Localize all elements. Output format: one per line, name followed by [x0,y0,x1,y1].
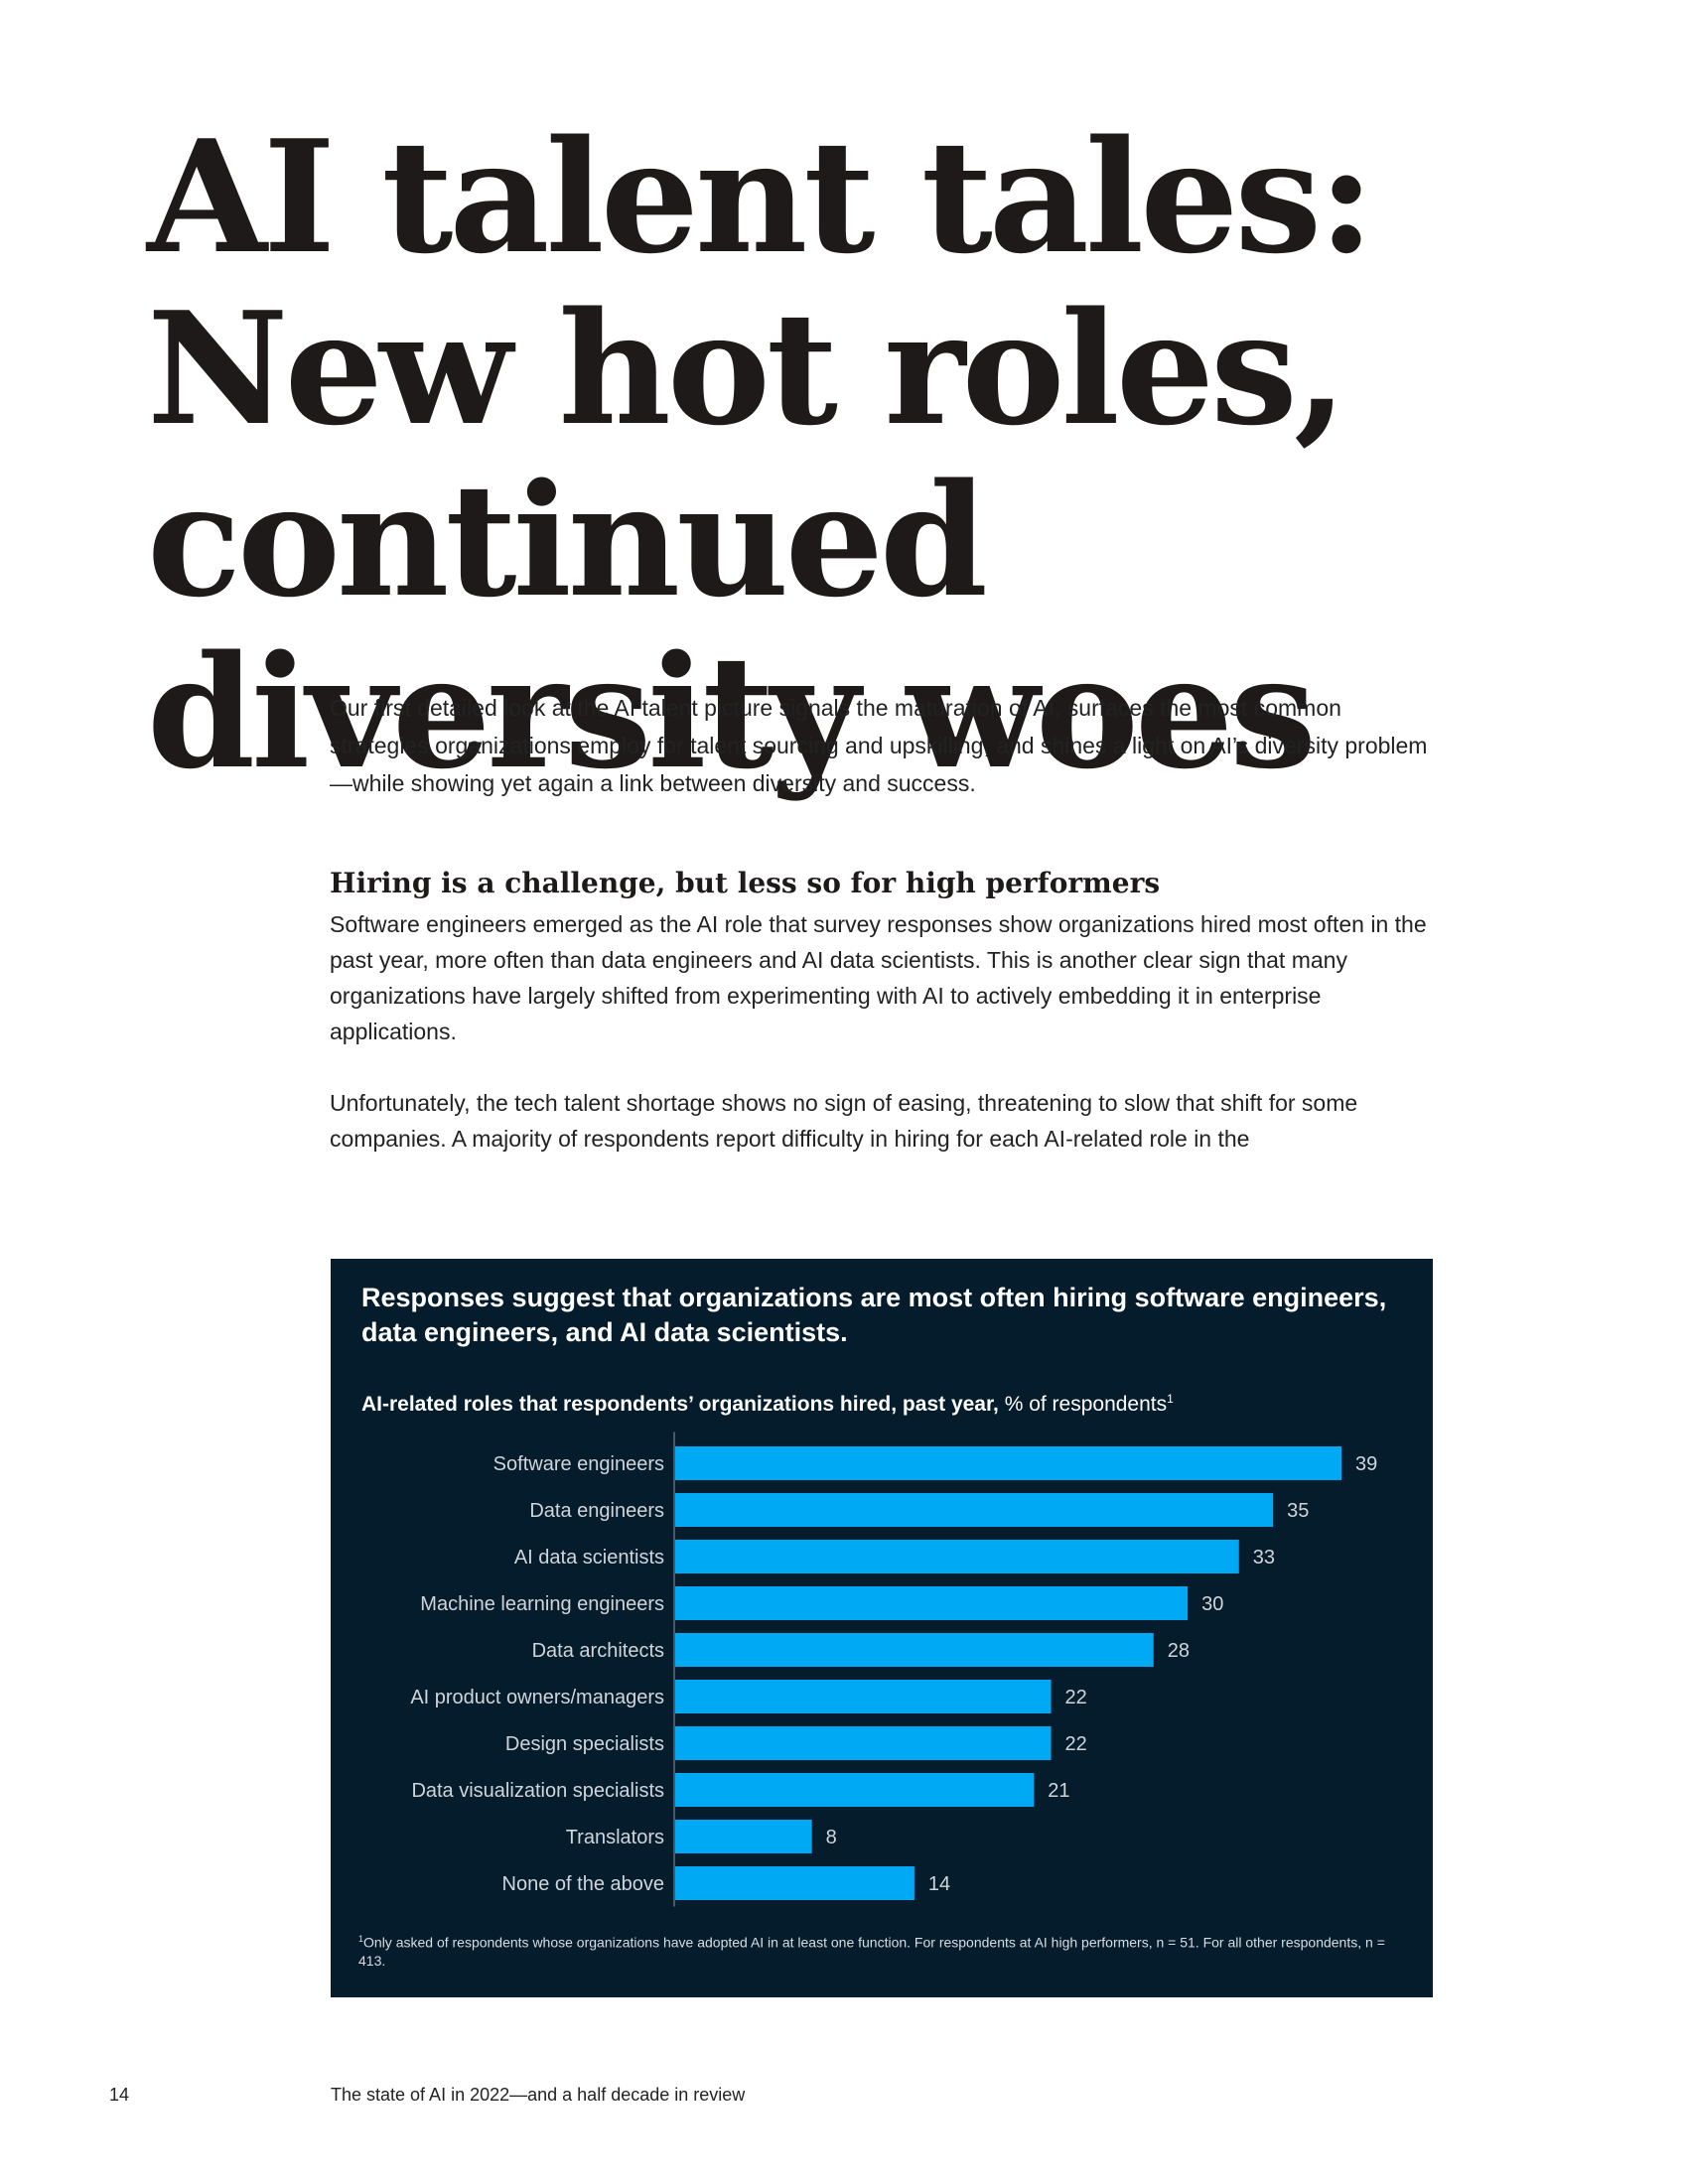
category-label: None of the above [502,1873,664,1895]
category-label: Data visualization specialists [411,1780,664,1802]
category-label: AI product owners/managers [410,1687,664,1708]
bar [675,1726,1052,1760]
bar [675,1680,1052,1713]
bar [675,1446,1341,1480]
exhibit-footnote: 1Only asked of respondents whose organiz… [358,1930,1391,1970]
exhibit-panel: Responses suggest that organizations are… [331,1259,1433,1997]
bar [675,1866,914,1900]
footnote-marker: 1 [358,1934,364,1944]
bar-value-label: 39 [1355,1453,1377,1475]
page-title: AI talent tales: New hot roles, continue… [147,106,1375,803]
exhibit-footnote-marker: 1 [1167,1392,1174,1406]
page-number: 14 [109,2085,130,2105]
bar-value-label: 14 [928,1873,950,1895]
bar-value-label: 22 [1065,1687,1087,1708]
bar [675,1586,1189,1620]
category-label: AI data scientists [514,1547,664,1569]
category-label: Machine learning engineers [420,1593,664,1615]
exhibit-subtitle: AI-related roles that respondents’ organ… [361,1385,1394,1419]
bar [675,1633,1154,1667]
category-label: Translators [566,1827,664,1848]
bar [675,1820,812,1853]
bar-value-label: 33 [1253,1547,1275,1569]
body-paragraph-2: Unfortunately, the tech talent shortage … [330,1090,1358,1152]
exhibit-subtitle-bold: AI-related roles that respondents’ organ… [361,1393,999,1416]
bar-value-label: 28 [1168,1640,1190,1662]
category-label: Data engineers [529,1500,664,1522]
bar [675,1540,1239,1573]
bar-chart: Software engineers 39 Data engineers 35 AI d… [410,1432,1377,1907]
running-title: The state of AI in 2022—and a half decad… [331,2085,746,2105]
footnote-text: Only asked of respondents whose organiza… [358,1934,1385,1969]
bar [675,1493,1274,1527]
category-label: Software engineers [493,1453,664,1475]
bar-value-label: 35 [1287,1500,1309,1522]
bar [675,1773,1035,1807]
exhibit-subtitle-unit: % of respondents [1004,1393,1168,1416]
intro-paragraph: Our first detailed look at the AI talent… [330,695,1428,796]
exhibit-title: Responses suggest that organizations are… [361,1283,1387,1347]
body-paragraph-1: Software engineers emerged as the AI rol… [330,911,1427,1044]
bar-value-label: 22 [1065,1733,1087,1755]
category-label: Design specialists [505,1733,664,1755]
bar-value-label: 21 [1048,1780,1069,1802]
category-label: Data architects [532,1640,664,1662]
section-heading: Hiring is a challenge, but less so for h… [330,867,1161,899]
bar-value-label: 30 [1201,1593,1223,1615]
bar-value-label: 8 [826,1827,837,1848]
